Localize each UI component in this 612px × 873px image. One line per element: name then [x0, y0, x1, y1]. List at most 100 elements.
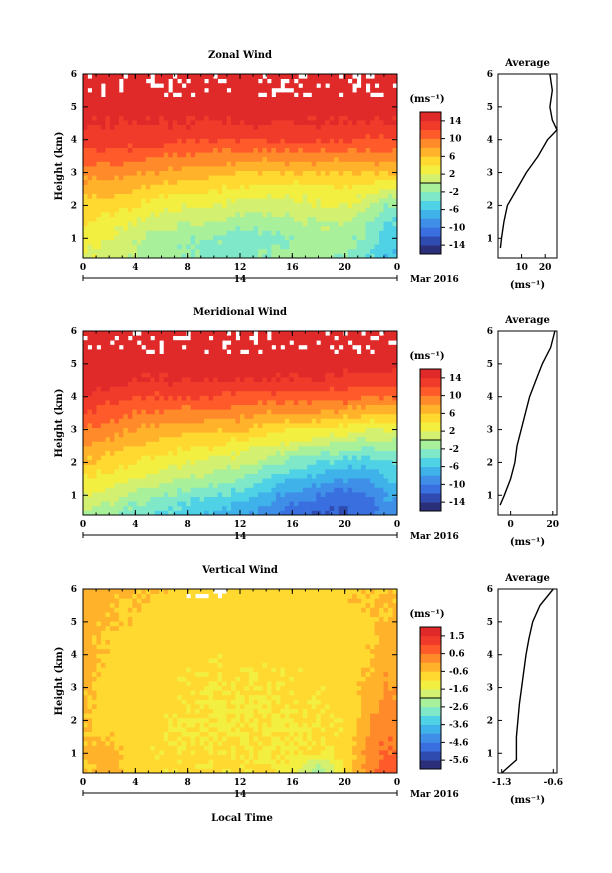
heatmap-cell [280, 133, 286, 139]
heatmap-cell [298, 156, 304, 162]
heatmap-cell [329, 110, 335, 116]
heatmap-cell [311, 418, 317, 424]
heatmap-cell [87, 446, 93, 451]
heatmap-cell [244, 161, 250, 167]
heatmap-cell [383, 170, 389, 176]
heatmap-cell [172, 133, 178, 139]
heatmap-cell [262, 427, 268, 433]
heatmap-cell [87, 248, 93, 254]
heatmap-cell [208, 340, 214, 346]
heatmap-cell [150, 129, 156, 135]
heatmap-cell [325, 221, 331, 227]
heatmap-cell [320, 110, 326, 116]
heatmap-cell [168, 436, 174, 442]
heatmap-cell [248, 413, 254, 419]
heatmap-cell [217, 129, 223, 135]
heatmap-cell [190, 179, 196, 185]
heatmap-cell [87, 92, 93, 98]
heatmap-cell [320, 459, 326, 465]
heatmap-cell [177, 349, 183, 355]
heatmap-cell [231, 436, 236, 442]
heatmap-cell [379, 230, 384, 236]
heatmap-cell [145, 473, 151, 479]
heatmap-cell [383, 216, 389, 222]
heatmap-cell [248, 331, 254, 336]
heatmap-cell [343, 225, 349, 231]
heatmap-cell [244, 358, 250, 364]
heatmap-cell [231, 120, 236, 125]
heatmap-cell [136, 455, 142, 461]
heatmap-cell [226, 492, 232, 497]
heatmap-cell [262, 115, 268, 121]
heatmap-cell [293, 409, 299, 415]
heatmap-cell [217, 482, 223, 488]
heatmap-cell [284, 505, 290, 511]
heatmap-cell [132, 253, 138, 259]
colorbar-segment [420, 129, 441, 139]
heatmap-cell [118, 156, 124, 162]
heatmap-cell [244, 386, 250, 392]
heatmap-cell [352, 212, 358, 217]
heatmap-cell [325, 101, 331, 107]
heatmap-cell [145, 455, 151, 461]
heatmap-cell [240, 482, 245, 488]
heatmap-cell [177, 170, 183, 176]
heatmap-cell [379, 83, 384, 89]
heatmap-cell [199, 455, 205, 461]
heatmap-cell [271, 386, 277, 392]
heatmap-cell [186, 120, 192, 125]
heatmap-cell [105, 202, 111, 208]
heatmap-cell [141, 492, 147, 497]
heatmap-cell [307, 377, 313, 382]
heatmap-cell [91, 441, 97, 447]
heatmap-cell [347, 193, 353, 199]
heatmap-cell [240, 367, 245, 373]
heatmap-cell [284, 225, 290, 231]
heatmap-cell [361, 184, 366, 190]
heatmap-cell [226, 120, 232, 125]
heatmap-cell [311, 363, 317, 369]
heatmap-cell [136, 418, 142, 424]
heatmap-cell [293, 184, 299, 190]
heatmap-cell [163, 207, 169, 213]
colorbar-segment [420, 138, 441, 148]
heatmap-cell [177, 478, 183, 484]
heatmap-cell [154, 248, 160, 254]
heatmap-cell [177, 492, 183, 497]
heatmap-cell [352, 124, 358, 130]
heatmap-cell [257, 446, 263, 451]
heatmap-cell [136, 184, 142, 190]
heatmap-cell [186, 349, 192, 355]
heatmap-cell [266, 170, 272, 176]
heatmap-cell [244, 110, 250, 116]
heatmap-cell [159, 110, 165, 116]
heatmap-cell [271, 487, 277, 493]
heatmap-cell [154, 478, 160, 484]
heatmap-cell [302, 349, 308, 355]
heatmap-cell [186, 74, 192, 79]
heatmap-cell [91, 170, 97, 176]
heatmap-cell [181, 129, 187, 135]
heatmap-cell [105, 413, 111, 419]
heatmap-cell [392, 129, 398, 135]
heatmap-cell [307, 450, 313, 456]
heatmap-cell [204, 354, 209, 359]
heatmap-cell [302, 152, 308, 158]
heatmap-cell [311, 409, 317, 415]
heatmap-cell [231, 253, 236, 259]
heatmap-cell [132, 78, 138, 84]
heatmap-cell [293, 202, 299, 208]
heatmap-cell [334, 175, 340, 181]
heatmap-cell [83, 418, 88, 424]
heatmap-cell [298, 482, 304, 488]
heatmap-cell [383, 179, 389, 185]
heatmap-cell [329, 120, 335, 125]
heatmap-cell [392, 198, 398, 204]
heatmap-cell [168, 175, 174, 181]
heatmap-cell [302, 225, 308, 231]
heatmap-cell [231, 87, 236, 93]
heatmap-cell [248, 175, 254, 181]
heatmap-cell [347, 212, 353, 217]
heatmap-cell [253, 455, 259, 461]
heatmap-cell [253, 166, 259, 171]
